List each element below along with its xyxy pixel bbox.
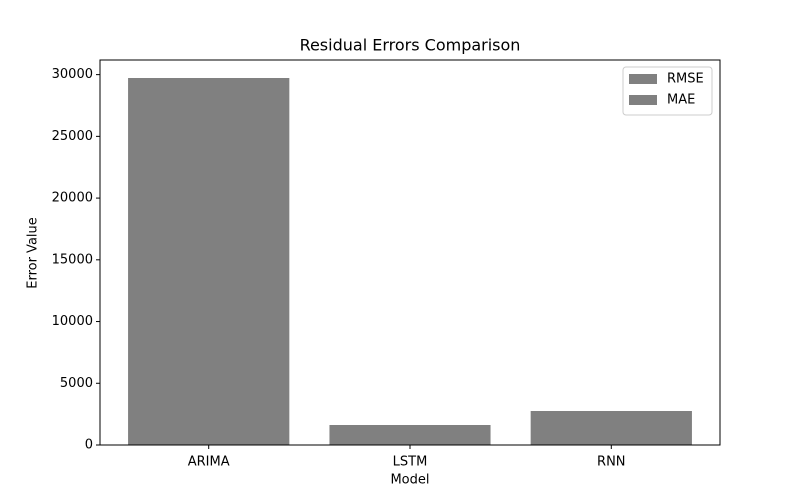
bar xyxy=(329,425,491,445)
y-tick-label: 15000 xyxy=(52,252,93,267)
y-tick-label: 25000 xyxy=(52,129,93,144)
legend-label: RMSE xyxy=(667,72,704,87)
legend-label: MAE xyxy=(667,93,695,108)
legend-swatch xyxy=(629,74,657,84)
bar xyxy=(530,411,692,445)
x-tick-label: LSTM xyxy=(393,455,428,470)
y-axis-label: Error Value xyxy=(26,217,41,289)
legend-swatch xyxy=(629,95,657,105)
plot-frame xyxy=(99,59,721,446)
y-tick-label: 5000 xyxy=(60,376,93,391)
x-tick-label: ARIMA xyxy=(188,455,230,470)
x-tick-label: RNN xyxy=(597,455,625,470)
x-axis-label: Model xyxy=(390,473,429,488)
y-tick-label: 0 xyxy=(85,438,93,453)
y-tick-label: 30000 xyxy=(52,67,93,82)
y-tick-label: 20000 xyxy=(52,191,93,206)
y-tick-label: 10000 xyxy=(52,314,93,329)
bar xyxy=(128,78,290,445)
chart-title: Residual Errors Comparison xyxy=(300,36,521,55)
